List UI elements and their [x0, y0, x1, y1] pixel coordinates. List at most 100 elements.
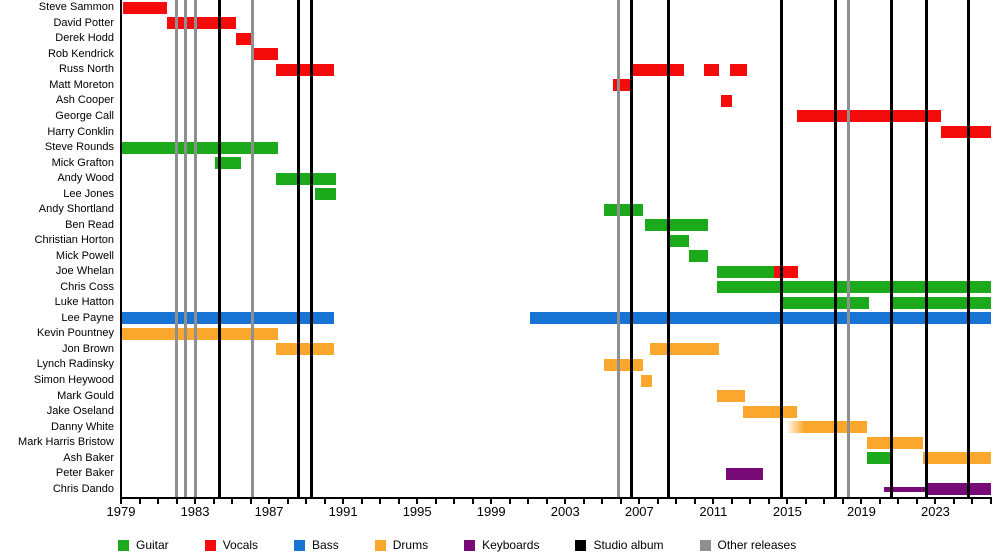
y-axis-line: [120, 0, 122, 497]
x-axis-tick: [286, 499, 289, 504]
x-axis-year-label: 2015: [772, 504, 802, 519]
x-axis-tick: [749, 499, 752, 504]
timeline-bar-drums: [717, 390, 745, 403]
x-axis-tick: [120, 499, 122, 504]
legend-swatch-bass: [294, 539, 306, 551]
x-axis-line: [120, 497, 992, 499]
x-axis-tick: [527, 499, 530, 504]
x-axis-tick: [471, 499, 474, 504]
other-release-line: [617, 0, 621, 497]
member-label: Mark Harris Bristow: [18, 436, 114, 449]
timeline-bar-drums: [742, 405, 797, 418]
x-axis-tick: [990, 499, 992, 504]
studio-album-line: [889, 0, 893, 497]
x-axis-year-label: 1999: [476, 504, 506, 519]
timeline-bar-guitar: [717, 265, 775, 278]
member-label: Russ North: [58, 63, 114, 76]
legend-item-guitar: Guitar: [118, 538, 169, 552]
member-label: Jon Brown: [62, 342, 114, 355]
x-axis-tick: [360, 499, 363, 504]
timeline-bar-vocals: [730, 63, 747, 76]
timeline-bar-drums: [866, 436, 923, 449]
timeline-bar-drums: [121, 327, 279, 340]
timeline-bar-vocals: [704, 63, 719, 76]
x-axis-tick: [249, 499, 252, 504]
studio-album-line: [780, 0, 784, 497]
member-label: Harry Conklin: [47, 125, 114, 138]
other-release-line: [175, 0, 179, 497]
timeline-bar-drums: [650, 343, 719, 356]
x-axis-year-label: 1995: [402, 504, 432, 519]
x-axis-tick: [379, 499, 382, 504]
member-label: George Call: [55, 109, 114, 122]
legend-swatch-studio_album: [575, 539, 587, 551]
member-label: Danny White: [51, 420, 114, 433]
x-axis-year-label: 1991: [328, 504, 358, 519]
x-axis-tick: [397, 499, 400, 504]
timeline-bar-keyboards: [928, 483, 991, 496]
x-axis-year-label: 2007: [624, 504, 654, 519]
studio-album-line: [297, 0, 301, 497]
x-axis-tick: [305, 499, 308, 504]
member-label: Mick Grafton: [51, 156, 114, 169]
x-axis-tick: [601, 499, 604, 504]
studio-album-line: [924, 0, 928, 497]
member-label: Peter Baker: [55, 467, 114, 480]
x-axis-tick: [952, 499, 955, 504]
legend-swatch-drums: [374, 539, 386, 551]
x-axis-tick: [564, 499, 567, 504]
x-axis-tick: [638, 499, 641, 504]
timeline-bar-guitar: [215, 157, 242, 170]
timeline-bar-guitar: [866, 452, 893, 465]
x-axis-tick: [934, 499, 937, 504]
studio-album-line: [967, 0, 971, 497]
x-axis-tick: [508, 499, 511, 504]
legend-swatch-vocals: [204, 539, 216, 551]
x-axis-tick: [897, 499, 900, 504]
timeline-bar-vocals: [796, 110, 941, 123]
member-label: Simon Heywood: [33, 374, 114, 387]
timeline-bar-vocals: [631, 63, 684, 76]
x-axis-year-label: 2011: [699, 504, 728, 519]
member-label: Steve Rounds: [44, 141, 114, 154]
x-axis-year-label: 1987: [254, 504, 284, 519]
x-axis-tick: [878, 499, 881, 504]
member-label: Ben Read: [65, 218, 114, 231]
member-label: Ash Baker: [63, 451, 114, 464]
x-axis-tick: [675, 499, 678, 504]
x-axis-year-label: 2003: [550, 504, 580, 519]
x-axis-tick: [619, 499, 622, 504]
x-axis-tick: [860, 499, 863, 504]
legend-swatch-other_release: [699, 539, 711, 551]
timeline-bar-vocals: [250, 48, 279, 61]
x-axis-tick: [915, 499, 918, 504]
timeline-bar-drums: [922, 452, 991, 465]
timeline-bar-guitar: [315, 188, 336, 201]
member-label: Andy Shortland: [38, 203, 114, 216]
x-axis-tick: [323, 499, 326, 504]
x-axis-tick: [545, 499, 548, 504]
studio-album-line: [630, 0, 634, 497]
x-axis-tick: [138, 499, 141, 504]
x-axis-tick: [693, 499, 696, 504]
member-label: Chris Coss: [60, 280, 114, 293]
member-label: Jake Oseland: [46, 405, 114, 418]
member-label: Luke Hatton: [54, 296, 114, 309]
x-axis-tick: [416, 499, 419, 504]
timeline-bar-guitar: [689, 250, 708, 263]
legend-label: Guitar: [136, 538, 169, 552]
timeline-bar-keyboards: [726, 467, 764, 480]
legend-item-drums: Drums: [374, 538, 428, 552]
timeline-bar-drums: [604, 358, 643, 371]
x-axis-tick: [157, 499, 160, 504]
other-release-line: [193, 0, 197, 497]
other-release-line: [184, 0, 188, 497]
x-axis-tick: [194, 499, 197, 504]
x-axis-tick: [212, 499, 215, 504]
timeline-bar-drums: [785, 421, 867, 434]
x-axis-tick: [767, 499, 770, 504]
timeline-bar-vocals: [720, 94, 732, 107]
timeline-bar-drums: [276, 343, 334, 356]
x-axis-tick: [231, 499, 234, 504]
